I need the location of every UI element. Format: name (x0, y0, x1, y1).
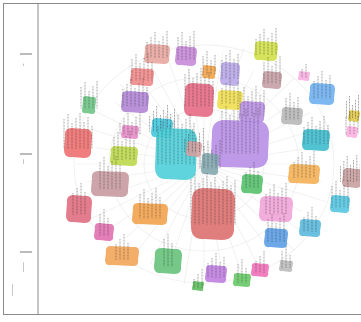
cluster (259, 183, 293, 222)
y-tick-label: —— (21, 159, 26, 164)
cluster-blob (288, 164, 320, 184)
cluster (119, 112, 141, 139)
cluster (105, 234, 139, 266)
cluster (233, 259, 251, 287)
cluster-blob (241, 174, 263, 194)
cluster (288, 151, 320, 184)
cluster (220, 50, 240, 86)
cluster (302, 116, 330, 151)
cluster (154, 234, 182, 274)
cluster-blob (346, 126, 358, 138)
cluster (264, 213, 288, 248)
cluster (262, 56, 282, 89)
y-axis-label: ————— (10, 283, 15, 296)
cluster (346, 95, 360, 122)
cluster-blob (298, 71, 310, 81)
cluster-blob (348, 110, 360, 122)
cluster-blob (105, 246, 139, 266)
cluster-blob (132, 203, 168, 225)
cluster-blob (121, 125, 139, 139)
cluster (299, 207, 321, 237)
cluster (217, 78, 243, 110)
cluster-blob (259, 196, 293, 222)
cluster-blob (299, 219, 321, 237)
cluster (175, 31, 197, 66)
cluster-blob (342, 168, 360, 188)
cluster-blob (144, 44, 170, 64)
cluster-blob (66, 195, 92, 223)
network-cluster-chart: ———————————— (10, 4, 360, 314)
clusters (63, 28, 360, 291)
chart-frame: — —— ———— ————— (3, 3, 361, 315)
cluster-blob (281, 107, 303, 125)
cluster (279, 246, 293, 272)
cluster (330, 180, 350, 213)
cluster (94, 209, 114, 241)
edge (203, 163, 269, 249)
cluster-blob (186, 141, 202, 157)
cluster (184, 68, 214, 117)
y-tick-label: — (21, 63, 26, 66)
cluster-blob (130, 68, 154, 86)
edge-ring (73, 44, 335, 284)
cluster-blob (110, 146, 138, 166)
y-tick-label: ———— (21, 262, 26, 272)
cluster-blob (184, 83, 214, 117)
cluster (190, 173, 236, 240)
cluster (239, 86, 265, 123)
cluster (184, 128, 204, 157)
cluster (241, 162, 263, 194)
y-axis: ———————————— (10, 4, 39, 314)
cluster (254, 28, 278, 61)
cluster-blob (64, 128, 92, 158)
cluster (309, 71, 335, 105)
cluster (205, 253, 227, 283)
cluster (63, 113, 93, 158)
cluster-blob (254, 41, 278, 61)
cluster-blob (217, 90, 243, 110)
cluster (340, 155, 360, 188)
cluster (110, 131, 138, 166)
edge (203, 163, 326, 202)
cluster-blob (91, 171, 129, 197)
cluster (121, 78, 149, 113)
cluster (144, 31, 170, 64)
cluster-blob (191, 188, 235, 240)
cluster-blob (155, 128, 197, 180)
cluster (132, 188, 168, 225)
cluster-blob (211, 120, 269, 168)
edge (203, 52, 223, 165)
cluster (130, 53, 154, 86)
cluster (66, 183, 92, 223)
cluster (91, 156, 129, 197)
cluster (211, 105, 269, 168)
cluster (80, 81, 98, 114)
cluster-blob (201, 153, 219, 175)
cluster (251, 251, 269, 277)
cluster (281, 93, 303, 125)
cluster (345, 112, 359, 138)
cluster (192, 269, 204, 291)
cluster (298, 64, 310, 81)
cluster (199, 140, 221, 175)
